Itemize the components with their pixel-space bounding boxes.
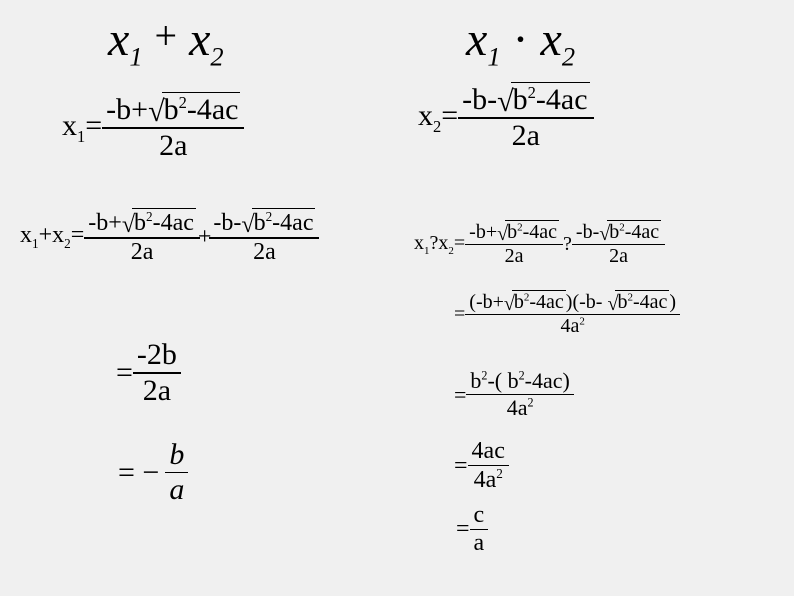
dot-op: · bbox=[513, 13, 529, 66]
prod-expansion: x1?x2= -b+√b2-4ac 2a ? -b-√b2-4ac 2a bbox=[414, 220, 665, 268]
eq: = bbox=[454, 453, 468, 480]
sum-expansion: x1+x2= -b+√b2-4ac 2a + -b-√b2-4ac 2a bbox=[20, 208, 319, 266]
plus-op: + bbox=[155, 13, 178, 58]
var-x1: x bbox=[466, 13, 487, 66]
x2-numerator: -b-√b2-4ac bbox=[458, 82, 593, 119]
sum-step3-frac: b a bbox=[165, 438, 188, 507]
sub-1: 1 bbox=[129, 42, 142, 72]
prod-step5-frac: c a bbox=[470, 502, 489, 557]
prod-frac-2: -b-√b2-4ac 2a bbox=[572, 220, 665, 268]
eq-neg: = − bbox=[118, 456, 159, 490]
sum-step3: = − b a bbox=[118, 438, 188, 507]
x2-fraction: -b-√b2-4ac 2a bbox=[458, 82, 593, 153]
eq: = bbox=[116, 356, 133, 390]
sum-step2-frac: -2b 2a bbox=[133, 338, 181, 408]
lhs: x1= bbox=[62, 109, 102, 147]
sum-header: x1 + x2 bbox=[108, 12, 224, 73]
prod-header: x1 · x2 bbox=[466, 12, 575, 73]
lhs: x2= bbox=[418, 99, 458, 137]
sub-1: 1 bbox=[487, 42, 500, 72]
eq: = bbox=[454, 303, 465, 326]
x2-formula: x2= -b-√b2-4ac 2a bbox=[418, 82, 594, 153]
sum-frac-2: -b-√b2-4ac 2a bbox=[209, 208, 319, 266]
prod-step3: = b2-( b2-4ac) 4a2 bbox=[454, 368, 574, 421]
x2-denominator: 2a bbox=[458, 119, 593, 153]
eq: = bbox=[456, 516, 470, 543]
prod-step4: = 4ac 4a2 bbox=[454, 438, 509, 494]
lhs: x1+x2= bbox=[20, 222, 84, 252]
sum-step2: = -2b 2a bbox=[116, 338, 181, 408]
x1-numerator: -b+√b2-4ac bbox=[102, 92, 244, 129]
prod-step5: = c a bbox=[456, 502, 488, 557]
sub-2: 2 bbox=[562, 42, 575, 72]
eq: = bbox=[454, 382, 466, 408]
var-x1: x bbox=[108, 13, 129, 66]
prod-step4-frac: 4ac 4a2 bbox=[468, 438, 509, 494]
x1-denominator: 2a bbox=[102, 129, 244, 163]
prod-step3-frac: b2-( b2-4ac) 4a2 bbox=[466, 368, 573, 421]
prod-step2: = (-b+√b2-4ac)(-b- √b2-4ac) 4a2 bbox=[454, 290, 680, 338]
prod-frac-1: -b+√b2-4ac 2a bbox=[465, 220, 563, 268]
x1-fraction: -b+√b2-4ac 2a bbox=[102, 92, 244, 163]
var-x2: x bbox=[189, 13, 210, 66]
sum-frac-1: -b+√b2-4ac 2a bbox=[84, 208, 200, 266]
prod-step2-frac: (-b+√b2-4ac)(-b- √b2-4ac) 4a2 bbox=[465, 290, 680, 338]
mid-op: ? bbox=[563, 233, 572, 256]
x1-formula: x1= -b+√b2-4ac 2a bbox=[62, 92, 244, 163]
lhs: x1?x2= bbox=[414, 232, 465, 257]
var-x2: x bbox=[541, 13, 562, 66]
sub-2: 2 bbox=[210, 42, 223, 72]
